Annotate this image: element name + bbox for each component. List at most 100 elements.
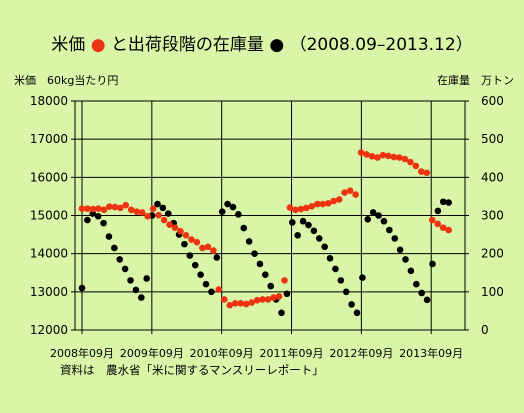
stock-point (262, 271, 269, 278)
stock-point (364, 216, 372, 223)
stock-point (429, 260, 436, 268)
stock-point (396, 246, 404, 254)
stock-point (245, 238, 253, 245)
right-axis-ticks: 0 100 200 300 400 500 600 (465, 94, 504, 337)
price-point (111, 203, 119, 211)
right-tick-label: 100 (481, 285, 504, 299)
price-point (78, 205, 86, 212)
price-point (330, 197, 338, 205)
price-point (242, 300, 250, 308)
price-point (368, 153, 376, 160)
price-point (407, 158, 414, 166)
stock-point (369, 209, 377, 216)
price-point (182, 232, 190, 239)
stock-point (423, 296, 431, 304)
price-point (275, 293, 283, 300)
price-point (281, 277, 288, 284)
stock-point (256, 260, 264, 268)
x-tick-label: 2013年09月 (399, 346, 463, 360)
left-tick-label: 17000 (30, 132, 68, 146)
title-period: （2008.09–2013.12） (290, 35, 473, 55)
stock-point (213, 254, 221, 261)
x-tick-label: 2008年09月 (50, 346, 114, 360)
chart-title: 米価 ● と出荷段階の在庫量 ● （2008.09–2013.12） (51, 35, 472, 55)
stock-point (229, 203, 237, 211)
stock-point (299, 217, 307, 225)
price-point (363, 151, 370, 158)
title-stock-marker: ● (269, 35, 284, 55)
price-point (303, 204, 310, 212)
stock-point (186, 252, 194, 259)
stock-point (375, 212, 382, 219)
price-point (248, 299, 255, 306)
stock-point (181, 240, 188, 248)
stock-point (321, 243, 328, 251)
right-tick-label: 600 (481, 94, 504, 108)
stock-point (386, 226, 393, 234)
price-point (259, 296, 266, 303)
price-point (149, 205, 157, 212)
left-tick-label: 18000 (30, 94, 68, 108)
stock-point (332, 265, 339, 273)
left-axis-ticks: 12000 13000 14000 15000 16000 17000 18000 (30, 94, 75, 337)
price-point (286, 204, 294, 211)
x-axis-ticks: 2008年09月 2009年09月 2010年09月 2011年09月 2012年09月… (50, 330, 463, 360)
price-point (434, 220, 442, 228)
stock-point (127, 277, 134, 284)
price-point (314, 200, 321, 208)
stock-point (251, 250, 258, 257)
price-point (423, 169, 431, 177)
price-point (155, 211, 162, 219)
stock-point (197, 271, 204, 278)
left-axis-label: 米価 60kg当たり円 (14, 73, 118, 87)
price-point (445, 226, 452, 234)
price-point (379, 151, 387, 159)
stock-point (116, 256, 124, 263)
left-tick-label: 14000 (30, 247, 68, 261)
left-tick-label: 15000 (30, 209, 68, 223)
stock-point (434, 207, 442, 215)
stock-point (294, 232, 301, 239)
stock-point (288, 219, 296, 226)
price-point (412, 162, 420, 170)
price-point (439, 224, 447, 232)
price-point (95, 205, 102, 212)
stock-point (218, 208, 226, 215)
price-point (418, 168, 425, 175)
right-axis-label: 在庫量 万トン (437, 73, 514, 87)
stock-point (418, 289, 426, 297)
price-point (292, 206, 299, 214)
title-price-marker: ● (91, 35, 106, 55)
stock-point (337, 277, 345, 284)
price-point (122, 201, 130, 209)
stock-point (407, 267, 415, 275)
stock-point (191, 261, 199, 269)
stock-point (445, 199, 452, 206)
price-point (357, 149, 365, 156)
stock-point (111, 244, 118, 252)
stock-point (208, 288, 215, 296)
stock-point (359, 274, 366, 282)
left-tick-label: 16000 (30, 170, 68, 184)
stock-point (132, 286, 140, 294)
price-point (352, 191, 359, 198)
stock-point (310, 227, 318, 235)
price-point (324, 199, 332, 207)
price-point (89, 205, 97, 213)
right-tick-label: 300 (481, 209, 504, 223)
price-point (390, 153, 398, 161)
price-point (237, 299, 244, 307)
stock-series (78, 198, 452, 317)
stock-point (353, 309, 361, 317)
price-point (144, 212, 151, 220)
price-point (199, 244, 206, 252)
grid-lines (75, 101, 465, 330)
price-point (385, 152, 392, 160)
source-note: 資料は 農水省「米に関するマンスリーレポート」 (60, 363, 324, 377)
stock-point (342, 288, 350, 296)
price-point (264, 296, 272, 303)
price-point (166, 221, 173, 228)
stock-point (413, 280, 420, 288)
stock-point (224, 200, 231, 208)
